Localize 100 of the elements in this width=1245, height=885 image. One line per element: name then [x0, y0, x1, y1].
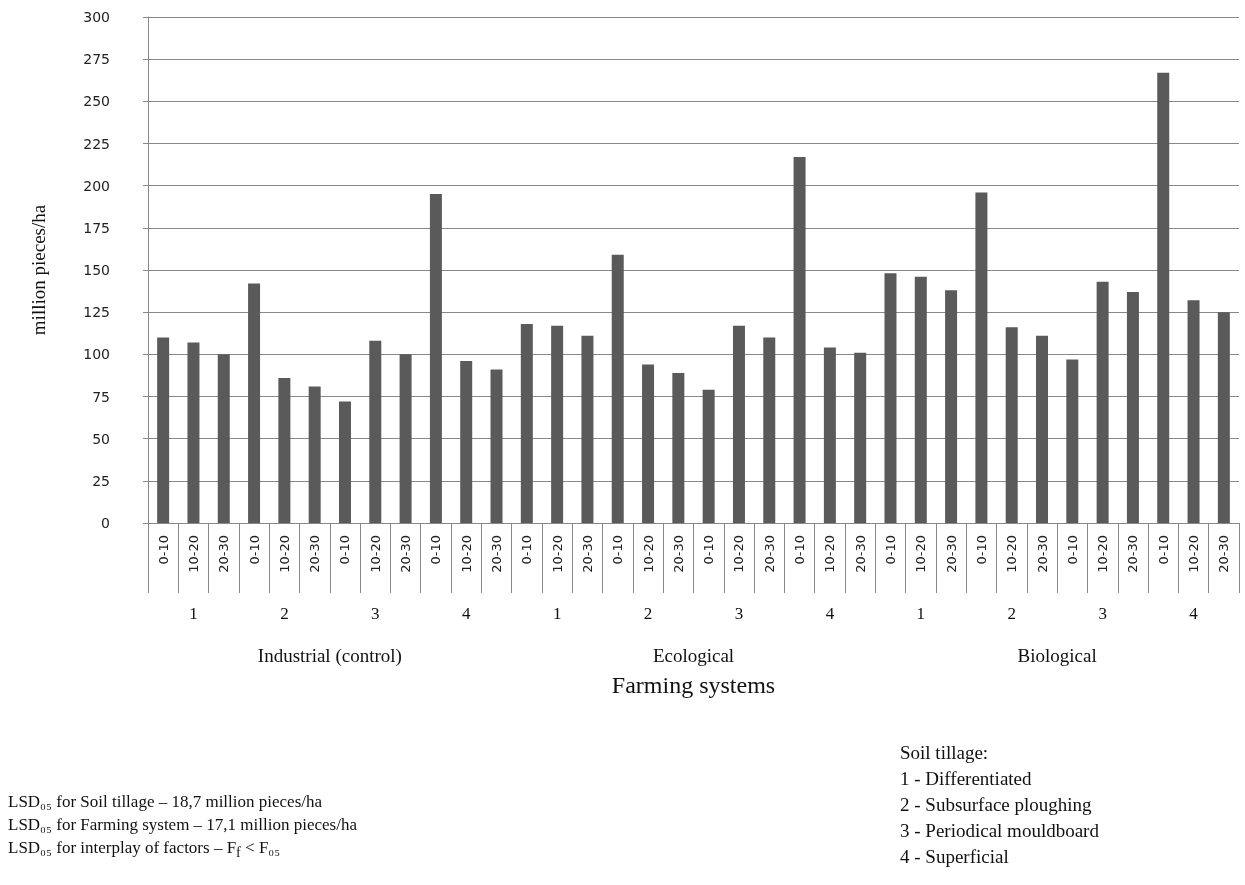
bar [278, 377, 291, 523]
bar [217, 354, 230, 523]
x-tick-label: 0-10 [882, 535, 898, 565]
y-tick-label: 250 [83, 93, 110, 110]
x-tick-label: 0-10 [1155, 535, 1171, 565]
y-tick-label: 300 [83, 9, 110, 25]
y-tick-label: 25 [92, 472, 110, 489]
bar [1005, 327, 1018, 523]
bar [1126, 291, 1139, 523]
x-tick-label: 20-30 [1125, 535, 1141, 573]
y-tick-label: 225 [83, 135, 110, 152]
x-tick-label: 10-20 [549, 535, 565, 573]
bar [975, 192, 988, 523]
text: 2 [280, 603, 289, 623]
x-tick-label: 10-20 [1186, 535, 1202, 573]
x-tick-label: 0-10 [792, 535, 808, 565]
y-tick-label: 100 [83, 346, 110, 363]
bar [854, 352, 867, 523]
y-tick-label: 75 [92, 388, 110, 405]
text: 4 [825, 603, 835, 623]
x-tick-label: 0-10 [519, 535, 535, 565]
bar [248, 283, 261, 523]
text: 2 [643, 603, 653, 623]
bar [884, 273, 897, 523]
x-tick-label: 10-20 [822, 535, 838, 573]
x-tick-label: 0-10 [246, 535, 262, 565]
y-tick-label: 175 [83, 219, 110, 236]
bar [429, 194, 442, 523]
x-tick-label: 10-20 [185, 535, 201, 573]
text: 3 [371, 603, 380, 623]
y-tick-label: 125 [83, 304, 110, 321]
text: 4 - Superficial [900, 845, 1010, 869]
x-tick-label: 10-20 [913, 535, 929, 573]
x-tick-label: 10-20 [731, 535, 747, 573]
text: LSD₀₅ for Farming system – 17,1 million pieces/ha [8, 814, 357, 836]
x-axis-title: Farming systems [611, 672, 776, 698]
bar [157, 337, 170, 523]
text: 1 - Differentiated [900, 767, 1033, 791]
bar [763, 337, 776, 523]
bar [1066, 359, 1079, 523]
x-tick-label: 10-20 [1095, 535, 1111, 573]
y-tick-label: 0 [101, 515, 110, 531]
y-tick-label: 150 [83, 262, 110, 278]
x-tick-label: 0-10 [701, 535, 717, 565]
bar [399, 354, 412, 523]
x-tick-label: 20-30 [216, 535, 232, 573]
y-tick-label: 200 [83, 177, 110, 194]
text: Biological [1017, 644, 1097, 666]
bar [187, 342, 200, 523]
x-tick-label: 20-30 [307, 535, 323, 573]
x-tick-label: 20-30 [1034, 535, 1050, 573]
x-tick-label: 0-10 [973, 535, 989, 565]
bar [369, 340, 382, 523]
text: 1 [189, 603, 198, 623]
x-tick-label: 20-30 [1216, 535, 1232, 573]
text: Industrial (control) [257, 644, 402, 667]
x-tick-label: 10-20 [458, 535, 474, 573]
text: 1 [552, 603, 562, 623]
bar [1096, 281, 1109, 523]
bar [823, 347, 836, 523]
bar [308, 386, 321, 523]
bar [460, 361, 473, 523]
bar [732, 325, 745, 523]
x-tick-label: 20-30 [852, 535, 868, 573]
x-tick-label: 10-20 [640, 535, 656, 573]
x-tick-label: 10-20 [276, 535, 292, 573]
bar [642, 364, 655, 523]
y-axis-title: million pieces/ha [28, 204, 49, 336]
bar [702, 389, 715, 523]
x-tick-label: 10-20 [367, 535, 383, 573]
text: 3 [1098, 603, 1107, 623]
text: Ecological [652, 644, 735, 666]
bar [338, 401, 351, 523]
bar [611, 254, 624, 523]
bar [490, 369, 503, 523]
x-tick-label: 20-30 [943, 535, 959, 573]
bar [551, 325, 564, 523]
x-tick-label: 20-30 [761, 535, 777, 573]
text: LSD₀₅ for interplay of factors – F$_{f}$ < F₀₅ [8, 837, 282, 863]
x-tick-label: 20-30 [579, 535, 595, 573]
text: 4 [1189, 603, 1199, 623]
bar [793, 156, 806, 523]
bar [672, 372, 685, 523]
bar [914, 276, 927, 523]
text: 3 [734, 603, 744, 623]
text: 4 [461, 603, 471, 623]
x-tick-label: 0-10 [1064, 535, 1080, 565]
x-tick-label: 0-10 [610, 535, 626, 565]
y-tick-label: 275 [83, 51, 110, 68]
text: 3 - Periodical mouldboard [900, 819, 1099, 843]
bar [581, 335, 594, 523]
text: 2 [1007, 603, 1016, 623]
x-tick-label: 0-10 [155, 535, 171, 565]
x-tick-label: 20-30 [670, 535, 686, 573]
text: Soil tillage: [900, 741, 990, 765]
bar [945, 290, 958, 523]
x-tick-label: 20-30 [398, 535, 414, 573]
x-tick-label: 20-30 [489, 535, 505, 573]
x-tick-label: 10-20 [1004, 535, 1020, 573]
text: 2 - Subsurface ploughing [900, 793, 1093, 817]
